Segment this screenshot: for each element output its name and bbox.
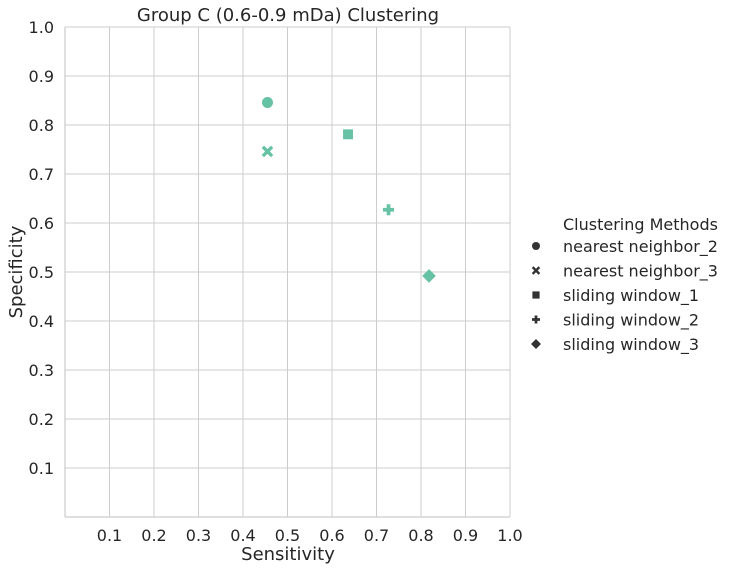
legend: Clustering Methods nearest neighbor_2nea… <box>531 215 718 355</box>
y-tick-label: 0.2 <box>29 410 54 429</box>
x-tick-label: 0.9 <box>453 526 478 545</box>
y-axis-label: Specificity <box>6 225 27 318</box>
grid <box>65 26 511 517</box>
legend-marker-sliding-window-2 <box>532 315 540 324</box>
x-tick-label: 0.3 <box>186 526 211 545</box>
y-tick-label: 0.1 <box>29 459 54 478</box>
x-axis-label: Sensitivity <box>241 544 335 565</box>
legend-marker-nearest-neighbor-2 <box>532 242 540 250</box>
legend-label: sliding window_2 <box>563 311 699 331</box>
x-tick-label: 0.1 <box>97 526 122 545</box>
point-sliding-window-2 <box>383 204 395 216</box>
y-tick-label: 0.9 <box>29 67 54 86</box>
legend-marker-sliding-window-3 <box>531 339 541 349</box>
y-tick-label: 0.3 <box>29 361 54 380</box>
x-tick-label: 0.8 <box>408 526 433 545</box>
point-nearest-neighbor-2 <box>261 96 273 108</box>
legend-marker-nearest-neighbor-3 <box>531 266 541 275</box>
legend-label: nearest neighbor_2 <box>563 237 718 257</box>
legend-title: Clustering Methods <box>563 215 718 234</box>
legend-marker-sliding-window-1 <box>532 291 540 299</box>
y-tick-label: 0.5 <box>29 263 54 282</box>
x-tick-label: 0.7 <box>364 526 389 545</box>
legend-label: nearest neighbor_3 <box>563 262 718 282</box>
axes <box>64 27 510 518</box>
chart-title: Group C (0.6-0.9 mDa) Clustering <box>137 5 439 26</box>
y-tick-label: 1.0 <box>29 18 54 37</box>
x-tick-label: 0.5 <box>275 526 300 545</box>
y-tick-labels: 0.1 0.2 0.3 0.4 0.5 0.6 0.7 0.8 0.9 1.0 <box>29 18 54 478</box>
point-sliding-window-1 <box>343 129 353 140</box>
legend-label: sliding window_1 <box>563 286 699 306</box>
x-tick-label: 1.0 <box>497 526 522 545</box>
y-tick-label: 0.6 <box>29 214 54 233</box>
point-nearest-neighbor-3 <box>261 145 274 158</box>
point-sliding-window-3 <box>422 269 436 283</box>
x-tick-label: 0.2 <box>141 526 166 545</box>
legend-label: sliding window_3 <box>563 335 699 355</box>
x-tick-label: 0.4 <box>230 526 255 545</box>
x-tick-labels: 0.1 0.2 0.3 0.4 0.5 0.6 0.7 0.8 0.9 1.0 <box>97 526 523 545</box>
y-tick-label: 0.4 <box>29 312 54 331</box>
data-points <box>261 96 436 283</box>
x-tick-label: 0.6 <box>319 526 344 545</box>
y-tick-label: 0.8 <box>29 116 54 135</box>
y-tick-label: 0.7 <box>29 165 54 184</box>
